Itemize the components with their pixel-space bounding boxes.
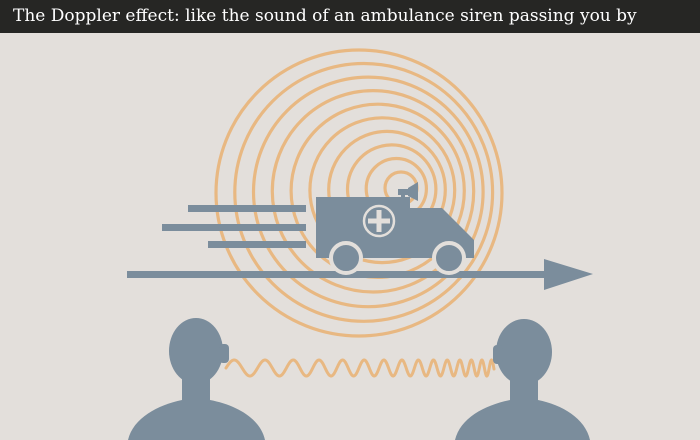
doppler-diagram [0, 33, 700, 440]
ambulance-body [316, 197, 474, 258]
left-person-ear [219, 344, 229, 363]
right-person-head [496, 319, 552, 385]
medical-cross-icon [362, 204, 396, 238]
sound-wave-circle [308, 116, 457, 265]
person-silhouette-icon-left [128, 318, 265, 440]
sound-wave-circles [214, 48, 504, 338]
page-title: The Doppler effect: like the sound of an… [0, 0, 700, 33]
motion-lines-icon [162, 205, 306, 248]
sound-wave-icon [224, 358, 496, 378]
direction-arrow-icon [127, 259, 593, 290]
sound-wave-circle [270, 89, 476, 294]
sound-wave-circle [214, 48, 504, 338]
loudspeaker-icon [398, 182, 418, 201]
sound-wave-circle [233, 61, 495, 323]
arrow-head [544, 259, 593, 290]
motion-line-top [188, 205, 306, 212]
arrow-shaft [127, 271, 547, 278]
ambulance-front-wheel [432, 241, 466, 275]
motion-line-middle [162, 224, 306, 231]
sound-wave-circle [251, 75, 485, 309]
left-person-torso [128, 400, 265, 440]
motion-line-bottom [208, 241, 306, 248]
left-person-head [169, 318, 223, 384]
right-person-ear [493, 345, 503, 364]
ambulance-icon [316, 182, 474, 275]
person-silhouette-icon-right [455, 319, 590, 440]
ambulance-rear-wheel [329, 241, 363, 275]
right-person-torso [455, 400, 590, 440]
